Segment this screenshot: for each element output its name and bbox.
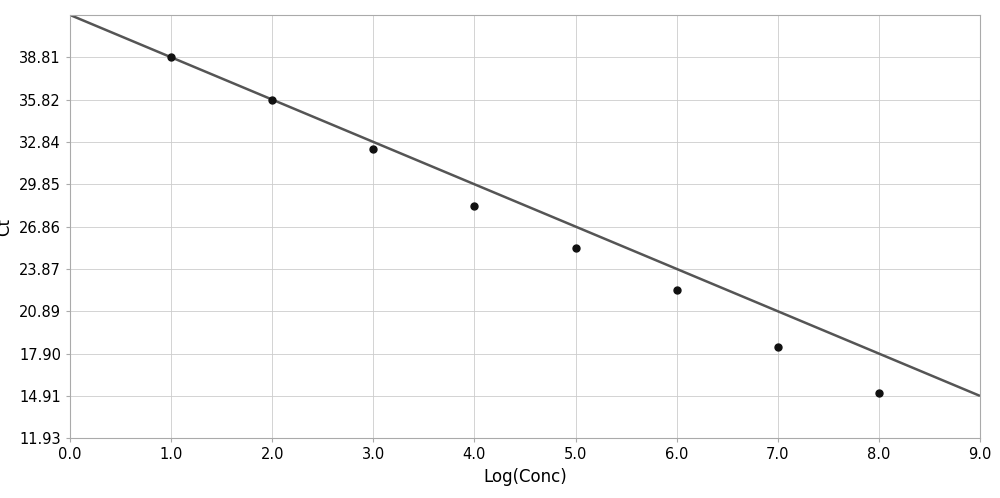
Point bbox=[669, 286, 685, 294]
X-axis label: Log(Conc): Log(Conc) bbox=[483, 468, 567, 486]
Point bbox=[365, 145, 381, 153]
Point bbox=[770, 343, 786, 351]
Point bbox=[568, 244, 584, 252]
Point bbox=[264, 96, 280, 104]
Point bbox=[163, 53, 179, 61]
Point bbox=[466, 202, 482, 210]
Point bbox=[871, 389, 887, 397]
Y-axis label: Ct: Ct bbox=[0, 218, 13, 236]
